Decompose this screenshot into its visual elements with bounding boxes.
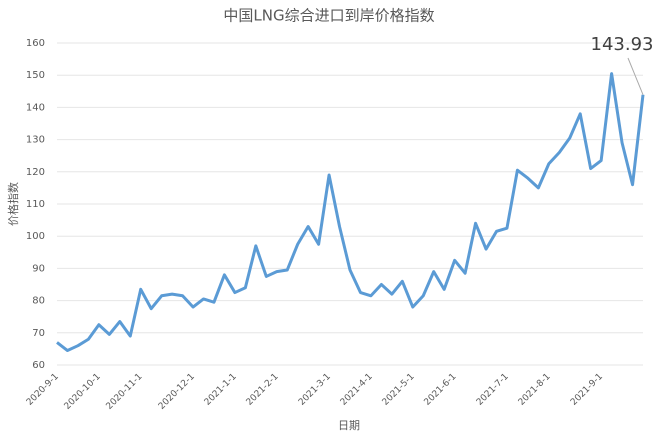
y-tick-label: 150 [26,70,45,81]
x-tick-label: 2020-10-1 [63,372,103,412]
x-tick-label: 2021-1-1 [203,372,239,408]
label-pointer [627,57,644,95]
y-tick-label: 130 [26,135,45,146]
y-tick-label: 100 [26,231,45,242]
y-tick-label: 120 [26,167,45,178]
x-tick-label: 2021-3-1 [297,372,333,408]
y-tick-label: 70 [32,328,45,339]
x-tick-label: 2020-9-1 [25,372,61,408]
x-tick-label: 2021-5-1 [381,372,417,408]
x-tick-label: 2021-4-1 [339,372,375,408]
chart-title: 中国LNG综合进口到岸价格指数 [223,7,434,25]
y-tick-label: 80 [32,296,45,307]
x-tick-label: 2021-8-1 [517,372,553,408]
x-axis-title: 日期 [338,419,360,432]
x-tick-label: 2021-9-1 [569,372,605,408]
x-tick-label: 2020-11-1 [105,372,145,412]
data-line [56,72,645,353]
x-tick-label: 2021-7-1 [475,372,511,408]
y-tick-label: 90 [32,263,45,274]
x-tick-label: 2021-6-1 [423,372,459,408]
data-label: 143.93 [591,34,654,55]
y-axis-title: 价格指数 [6,182,20,226]
y-tick-label: 140 [26,102,45,113]
y-tick-label: 60 [32,360,45,371]
x-tick-label: 2020-12-1 [157,372,197,412]
y-tick-label: 160 [26,38,45,49]
y-tick-label: 110 [26,199,45,210]
x-tick-label: 2021-2-1 [245,372,281,408]
